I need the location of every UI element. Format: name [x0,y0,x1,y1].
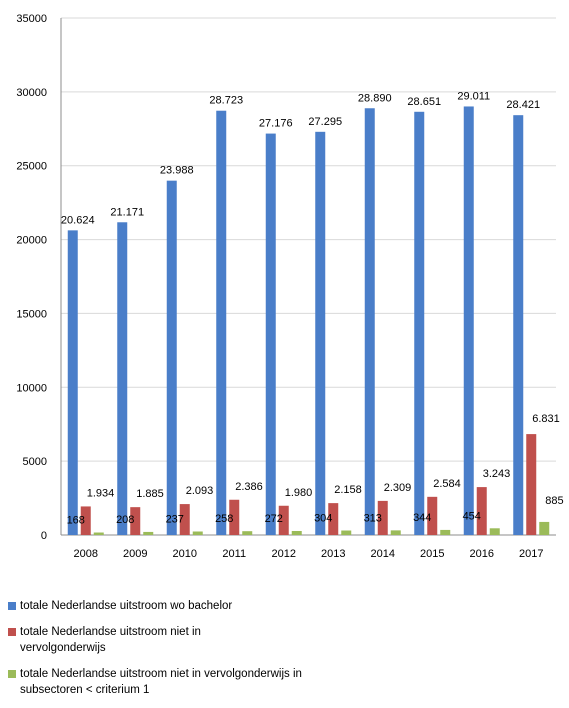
bar-niet-in-vervolgonderwijs [476,487,487,535]
bar-niet-in-vervolgonderwijs [229,499,240,535]
data-label: 1.934 [87,487,115,499]
bar-subsectoren [93,532,104,535]
bar-wo-bachelor [414,111,425,535]
data-label: 2.158 [334,484,362,496]
bar-niet-in-vervolgonderwijs [278,505,289,535]
bar-wo-bachelor [513,115,524,536]
data-label: 29.011 [457,90,490,102]
bar-niet-in-vervolgonderwijs [526,434,537,535]
bar-wo-bachelor [166,180,177,535]
data-label: 313 [364,512,382,524]
gridlines [60,17,556,536]
y-tick-label: 25000 [16,161,47,173]
data-label: 2.309 [384,482,412,494]
bars [67,106,550,536]
bar-wo-bachelor [364,108,375,536]
y-tick-label: 30000 [16,87,47,99]
x-tick-label: 2009 [123,548,147,560]
y-tick-label: 5000 [23,456,47,468]
bar-niet-in-vervolgonderwijs [179,504,190,535]
legend-item-niet-in-vervolgonderwijs: totale Nederlandse uitstroom niet in ver… [8,624,548,656]
data-label: 2.093 [186,485,214,497]
data-label: 208 [116,514,134,526]
x-tick-label: 2014 [371,548,395,560]
y-tick-label: 20000 [16,235,47,247]
bar-niet-in-vervolgonderwijs [80,506,91,535]
bar-niet-in-vervolgonderwijs [130,507,141,535]
bar-subsectoren [143,531,154,535]
bar-subsectoren [242,531,253,535]
data-label: 168 [67,515,85,527]
legend-swatch-green [8,670,16,678]
bar-wo-bachelor [463,106,474,535]
data-label: 21.171 [110,206,144,218]
data-label: 27.295 [308,116,342,128]
data-label: 237 [166,513,184,525]
data-label: 1.980 [285,487,313,499]
legend-swatch-blue [8,602,16,610]
x-tick-label: 2008 [74,548,98,560]
bar-subsectoren [291,530,302,535]
legend-item-wo-bachelor: totale Nederlandse uitstroom wo bachelor [8,598,548,614]
x-tick-label: 2012 [272,548,296,560]
legend: totale Nederlandse uitstroom wo bachelor… [8,598,548,708]
x-tick-label: 2017 [519,548,543,560]
bar-subsectoren [341,530,352,535]
legend-label: totale Nederlandse uitstroom niet in ver… [20,668,302,696]
bar-wo-bachelor [216,110,227,535]
bar-subsectoren [489,528,500,535]
data-label: 23.988 [160,165,194,177]
data-label: 28.723 [209,95,243,107]
data-label: 2.584 [433,478,461,490]
legend-label: totale Nederlandse uitstroom niet in ver… [20,626,201,654]
bar-niet-in-vervolgonderwijs [377,500,388,535]
data-label: 2.386 [235,481,263,493]
data-labels: 20.624 1.934 168 21.171 1.885 208 23.988 2.093 2… [61,90,564,526]
y-tick-label: 35000 [16,13,47,25]
y-tick-label: 10000 [16,382,47,394]
x-tick-label: 2016 [470,548,494,560]
bar-subsectoren [390,530,401,535]
bar-subsectoren [440,529,451,535]
data-label: 454 [463,510,481,522]
data-label: 20.624 [61,214,95,226]
data-label: 3.243 [483,468,511,480]
x-tick-label: 2010 [173,548,197,560]
bar-subsectoren [539,521,550,535]
data-label: 304 [314,513,332,525]
x-tick-label: 2015 [420,548,444,560]
bar-subsectoren [192,531,203,535]
data-label: 272 [265,513,283,525]
data-label: 28.651 [407,96,441,108]
x-tick-label: 2011 [222,548,246,560]
y-tick-label: 15000 [16,308,47,320]
data-label: 28.421 [506,99,540,111]
bar-niet-in-vervolgonderwijs [427,496,438,535]
data-label: 344 [413,512,431,524]
bar-chart: 0 5000 10000 15000 20000 25000 30000 35000 20.6… [16,13,564,560]
bar-wo-bachelor [67,230,78,535]
x-axis-tick-labels: 2008 2009 2010 2011 2012 2013 2014 2015 2016 2017 [74,548,544,560]
data-label: 885 [545,495,563,507]
bar-wo-bachelor [265,133,276,535]
y-axis-tick-labels: 0 5000 10000 15000 20000 25000 30000 35000 [16,13,47,542]
bar-niet-in-vervolgonderwijs [328,503,339,535]
bar-wo-bachelor [315,131,326,536]
data-label: 27.176 [259,118,293,130]
bar-wo-bachelor [117,222,128,535]
legend-swatch-red [8,628,16,636]
x-tick-label: 2013 [321,548,345,560]
y-tick-label: 0 [41,530,47,542]
data-label: 258 [215,513,233,525]
data-label: 1.885 [136,488,164,500]
data-label: 6.831 [532,413,560,425]
legend-item-subsectoren: totale Nederlandse uitstroom niet in ver… [8,666,548,698]
legend-label: totale Nederlandse uitstroom wo bachelor [20,600,233,612]
data-label: 28.890 [358,92,392,104]
